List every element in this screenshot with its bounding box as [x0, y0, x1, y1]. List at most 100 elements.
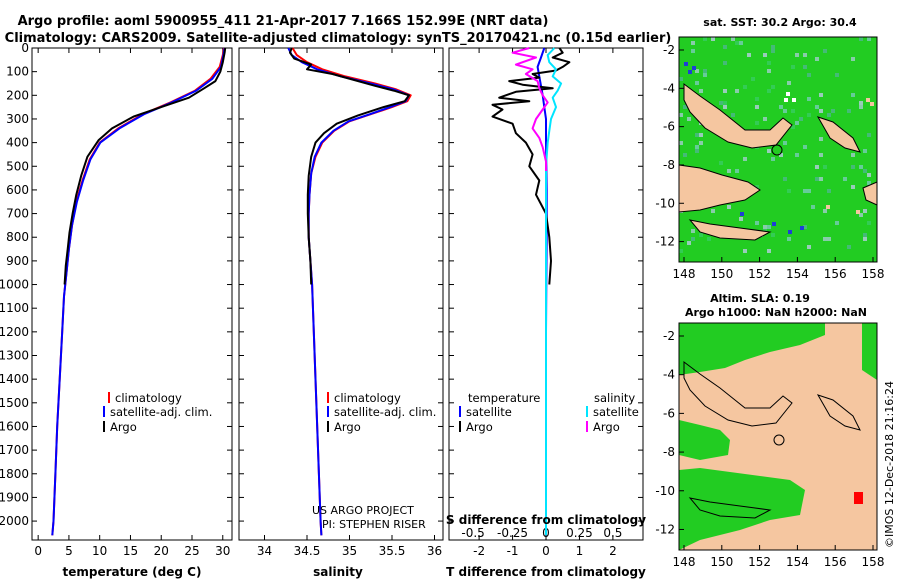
sst-pixel [711, 209, 715, 213]
sst-pixel [843, 177, 847, 181]
sst-pixel [851, 185, 855, 189]
y-tick-label: 1400 [0, 372, 29, 386]
sst-pixel [679, 77, 683, 81]
sst-pixel [863, 209, 867, 213]
sst-pixel [859, 37, 863, 41]
map-x-tick-label: 154 [786, 267, 809, 281]
y-tick-label: 1600 [0, 419, 29, 433]
sst-pixel [755, 105, 759, 109]
sst-pixel-cool [740, 212, 744, 216]
sst-pixel [763, 225, 767, 229]
x-tick-label: 5 [65, 544, 73, 558]
map-y-tick-label: -12 [655, 235, 675, 249]
map-x-tick-label: 152 [748, 267, 771, 281]
y-tick-label: 100 [6, 65, 29, 79]
sst-pixel-cool [772, 222, 776, 226]
sst-pixel [859, 101, 863, 105]
sst-pixel [743, 157, 747, 161]
sst-pixel-missing [792, 98, 796, 102]
map-x-tick-label: 148 [673, 267, 696, 281]
sst-pixel [679, 249, 683, 253]
sst-map-title: sat. SST: 30.2 Argo: 30.4 [703, 16, 857, 29]
sst-pixel [703, 73, 707, 77]
sst-map-land-2 [678, 164, 761, 213]
sst-pixel [719, 161, 723, 165]
sst-pixel [867, 173, 871, 177]
sst-pixel [795, 121, 799, 125]
sst-pixel [807, 113, 811, 117]
sst-pixel [811, 205, 815, 209]
sla-map-water-1 [679, 323, 825, 375]
sst-pixel [683, 105, 687, 109]
credit-line2: PI: STEPHEN RISER [322, 518, 426, 531]
y-tick-label: 1200 [0, 325, 29, 339]
sst-pixel [699, 233, 703, 237]
sst-pixel [823, 209, 827, 213]
difference-xlabel-top: S difference from climatology [446, 513, 646, 527]
sla-map-frame [678, 322, 878, 551]
sst-pixel [807, 245, 811, 249]
sst-pixel [691, 229, 695, 233]
sst-pixel [851, 165, 855, 169]
sst-pixel [747, 53, 751, 57]
sst-pixel [795, 53, 799, 57]
sst-pixel [711, 37, 715, 41]
sst-pixel [827, 113, 831, 117]
map-x-tick-label: 148 [673, 555, 696, 569]
legend-sal-argo-label: Argo [593, 420, 620, 434]
sst-pixel [703, 69, 707, 73]
sst-pixel [723, 101, 727, 105]
y-tick-label: 1000 [0, 278, 29, 292]
sst-pixel-cool [788, 230, 792, 234]
sst-pixel [851, 93, 855, 97]
map-y-tick-label: -2 [663, 329, 675, 343]
legend-satellite-label: satellite-adj. clim. [110, 405, 212, 419]
sst-pixel [807, 73, 811, 77]
sst-pixel [735, 89, 739, 93]
x-tick-label: 2 [609, 544, 617, 558]
sst-pixel [767, 249, 771, 253]
legend-climatology-label: climatology [115, 391, 182, 405]
sst-pixel [783, 141, 787, 145]
x-tick-label: 1 [576, 544, 584, 558]
sst-pixel [755, 185, 759, 189]
sst-pixel [763, 117, 767, 121]
sst-pixel [783, 177, 787, 181]
sst-pixel [835, 221, 839, 225]
sst-map-island-2 [688, 219, 772, 241]
temperature-panel: 0100200300400500600700800900100011001200… [0, 41, 233, 579]
map-x-tick-label: 152 [748, 555, 771, 569]
y-tick-label: 2000 [0, 514, 29, 528]
sst-pixel [847, 245, 851, 249]
sst-pixel [863, 169, 867, 173]
map-y-tick-label: -8 [663, 445, 675, 459]
sst-pixel-missing [784, 98, 788, 102]
y-tick-label: 1800 [0, 467, 29, 481]
sst-pixel [731, 113, 735, 117]
sst-pixel-cool [800, 226, 804, 230]
legend-sal-satellite-label: satellite [593, 405, 639, 419]
sst-pixel [859, 105, 863, 109]
difference-legend: temperature satellite Argo salinity sate… [459, 391, 639, 434]
sst-pixel [799, 117, 803, 121]
sst-pixel [767, 69, 771, 73]
sst-pixel [831, 109, 835, 113]
map-y-tick-label: -6 [663, 120, 675, 134]
x-tick-label: 15 [123, 544, 138, 558]
legend-temp-argo-label: Argo [466, 420, 493, 434]
sst-pixel [819, 137, 823, 141]
x-tick-label: -2 [473, 544, 485, 558]
sst-pixel-cool [684, 62, 688, 66]
sst-pixel [787, 81, 791, 85]
figure-title-line1: Argo profile: aoml 5900955_411 21-Apr-20… [18, 14, 549, 29]
x-tick-label: 10 [92, 544, 107, 558]
sst-pixel [807, 97, 811, 101]
y-tick-label: 1500 [0, 396, 29, 410]
sla-map-title2: Argo h1000: NaN h2000: NaN [685, 306, 867, 319]
sst-pixel [699, 89, 703, 93]
x-tick-label: 35.5 [379, 544, 406, 558]
sla-map-water-2 [679, 420, 730, 460]
y-tick-label: 300 [6, 112, 29, 126]
map-y-tick-label: -8 [663, 158, 675, 172]
